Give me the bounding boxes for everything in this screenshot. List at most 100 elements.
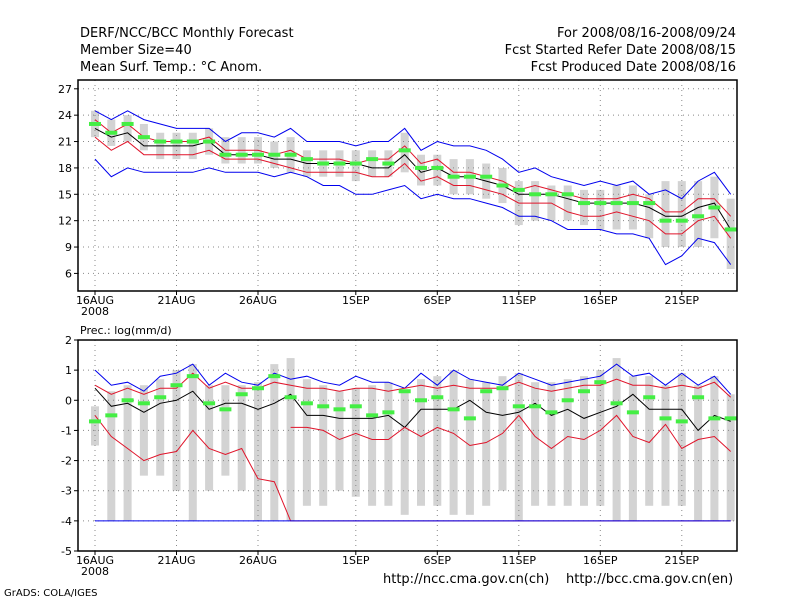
- prec-spread-box: [482, 382, 491, 506]
- prec-spread-box: [465, 379, 474, 515]
- temp-median-marker: [121, 121, 134, 126]
- prec-spread-box: [596, 370, 605, 506]
- temp-median-marker: [447, 174, 460, 179]
- temp-median-marker: [235, 152, 248, 157]
- prec-spread-box: [351, 388, 360, 497]
- temp-median-marker: [561, 192, 574, 197]
- temp-spread-box: [368, 150, 377, 177]
- temp-plot-frame: [77, 79, 738, 292]
- prec-spread-box: [661, 385, 670, 506]
- temp-median-marker: [675, 218, 688, 223]
- temp-xtick-label: 26AUG: [239, 294, 277, 307]
- prec-spread-box: [628, 376, 637, 521]
- prec-xtick-year-label: 2008: [81, 565, 109, 578]
- prec-median-marker: [594, 380, 607, 385]
- prec-median-marker: [170, 383, 183, 388]
- prec-xtick-label: 21SEP: [665, 554, 700, 567]
- prec-ytick-label: -1: [61, 424, 72, 437]
- prec-spread-box: [677, 373, 686, 506]
- prec-median-marker: [724, 416, 737, 421]
- prec-spread-box: [188, 364, 197, 521]
- prec-spread-box: [123, 385, 132, 521]
- prec-spread-box: [384, 382, 393, 506]
- prec-median-marker: [529, 404, 542, 409]
- temp-median-marker: [398, 148, 411, 153]
- temp-spread-box: [596, 189, 605, 230]
- temp-median-marker: [594, 201, 607, 206]
- prec-spread-box: [400, 391, 409, 515]
- temp-xtick-label: 6SEP: [424, 294, 452, 307]
- ncc-url-link[interactable]: http://ncc.cma.gov.cn(ch): [383, 572, 550, 587]
- grads-credit: GrADS: COLA/IGES: [4, 588, 98, 599]
- prec-ytick-label: 1: [65, 364, 72, 377]
- prec-median-marker: [496, 386, 509, 391]
- prec-median-marker: [643, 395, 656, 400]
- prec-spread-box: [221, 385, 230, 476]
- prec-median-marker: [252, 386, 264, 391]
- prec-median-marker: [545, 410, 558, 415]
- temp-series-mean: [94, 127, 732, 230]
- temp-ytick-label: 21: [58, 136, 72, 149]
- temp-median-marker: [333, 161, 346, 166]
- temp-ytick-label: 27: [58, 83, 72, 96]
- temp-median-marker: [545, 192, 558, 197]
- prec-median-marker: [203, 401, 216, 406]
- temp-series-upper: [94, 110, 732, 200]
- temp-spread-box: [563, 185, 572, 221]
- prec-median-marker: [349, 404, 362, 409]
- prec-median-marker: [626, 410, 639, 415]
- temp-median-marker: [692, 214, 705, 219]
- prec-spread-box: [580, 376, 588, 506]
- refer-date: Fcst Started Refer Date 2008/08/15: [504, 43, 736, 58]
- temp-median-marker: [284, 152, 297, 157]
- temp-median-marker: [626, 201, 639, 206]
- prec-ytick-label: -4: [61, 515, 72, 528]
- temp-median-marker: [643, 201, 656, 206]
- prec-median-marker: [268, 374, 281, 379]
- temp-median-marker: [252, 152, 264, 157]
- prec-xtick-label: 16AUG: [76, 554, 114, 567]
- temp-spread-box: [677, 181, 686, 248]
- temp-median-marker: [203, 139, 216, 144]
- prec-ytick-label: -5: [61, 545, 72, 558]
- prec-median-marker: [578, 389, 590, 394]
- prec-xtick-label: 26AUG: [239, 554, 277, 567]
- prec-spread-box: [563, 379, 572, 506]
- prec-spread-box: [237, 385, 246, 491]
- temp-spread-box: [694, 181, 703, 248]
- prec-median-marker: [382, 410, 395, 415]
- temp-median-marker: [317, 161, 330, 166]
- temp-median-marker: [529, 192, 542, 197]
- prec-ytick-label: -2: [61, 455, 72, 468]
- prec-spread-box: [417, 379, 425, 506]
- prec-ytick-label: 2: [65, 334, 72, 347]
- prec-median-marker: [300, 401, 313, 406]
- temp-xtick-label: 11SEP: [502, 294, 537, 307]
- temp-variable-label: Mean Surf. Temp.: °C Anom.: [80, 60, 263, 75]
- temp-median-marker: [219, 152, 232, 157]
- prec-series-upper-inner: [94, 372, 732, 398]
- prec-spread-box: [547, 382, 556, 506]
- prec-median-marker: [89, 419, 101, 424]
- prec-spread-box: [368, 385, 377, 506]
- prec-median-marker: [447, 407, 460, 412]
- prec-median-marker: [317, 404, 330, 409]
- prec-median-marker: [154, 395, 167, 400]
- temp-median-marker: [154, 139, 167, 144]
- temp-median-marker: [415, 165, 427, 170]
- temp-median-marker: [105, 130, 118, 135]
- prec-spread-box: [335, 391, 344, 491]
- prec-xtick-label: 6SEP: [424, 554, 452, 567]
- bcc-url-link[interactable]: http://bcc.cma.gov.cn(en): [566, 572, 734, 587]
- temp-spread-box: [417, 154, 425, 186]
- temp-spread-box: [400, 132, 409, 173]
- member-size: Member Size=40: [80, 43, 192, 58]
- prec-median-marker: [610, 401, 623, 406]
- temp-median-marker: [431, 165, 444, 170]
- prec-spread-box: [156, 379, 165, 476]
- prec-median-marker: [235, 392, 248, 397]
- temp-xtick-label: 21SEP: [665, 294, 700, 307]
- prec-median-marker: [692, 395, 705, 400]
- prec-median-marker: [219, 407, 232, 412]
- temp-median-marker: [366, 157, 379, 162]
